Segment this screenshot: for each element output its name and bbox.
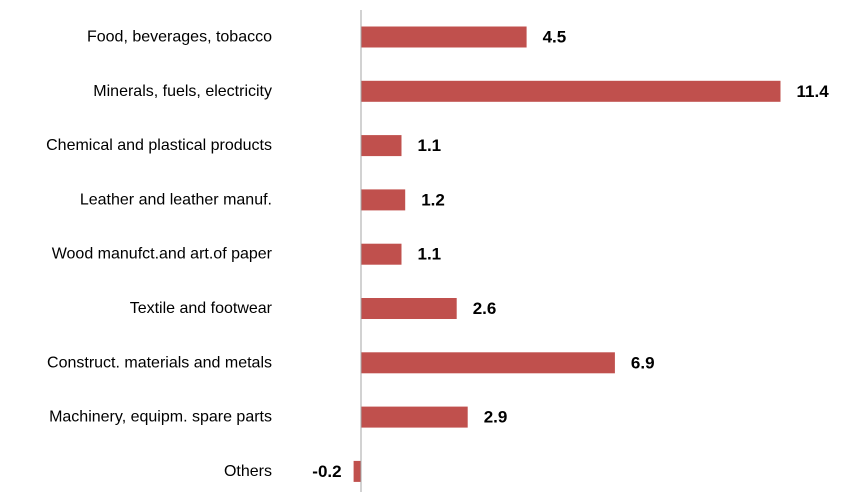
category-label: Textile and footwear (130, 300, 273, 317)
bar-2 (361, 135, 402, 157)
bar-3 (361, 189, 406, 211)
bar-4 (361, 243, 402, 265)
bar-0 (361, 26, 527, 48)
bar-6 (361, 352, 615, 374)
category-label: Food, beverages, tobacco (87, 29, 272, 46)
bar-1 (361, 80, 781, 102)
category-label: Machinery, equipm. spare parts (49, 409, 272, 426)
value-label: -0.2 (312, 462, 341, 481)
value-label: 2.9 (484, 408, 508, 427)
value-label: 11.4 (797, 82, 830, 101)
category-label: Leather and leather manuf. (80, 191, 272, 208)
category-label: Wood manufct.and art.of paper (52, 246, 273, 263)
bar-7 (361, 406, 468, 428)
labels-layer: Food, beverages, tobacco 4.5 Minerals, fue… (46, 28, 829, 481)
value-label: 6.9 (631, 353, 655, 372)
value-label: 4.5 (543, 28, 567, 47)
category-label: Chemical and plastical products (46, 137, 272, 154)
category-label: Others (224, 463, 272, 480)
category-label: Construct. materials and metals (47, 354, 272, 371)
value-label: 1.1 (418, 136, 442, 155)
value-label: 2.6 (473, 299, 497, 318)
bars-layer (353, 26, 781, 482)
bar-5 (361, 298, 457, 319)
value-label: 1.2 (421, 190, 445, 209)
value-label: 1.1 (418, 245, 442, 264)
bar-8 (353, 460, 361, 482)
category-label: Minerals, fuels, electricity (93, 83, 272, 100)
